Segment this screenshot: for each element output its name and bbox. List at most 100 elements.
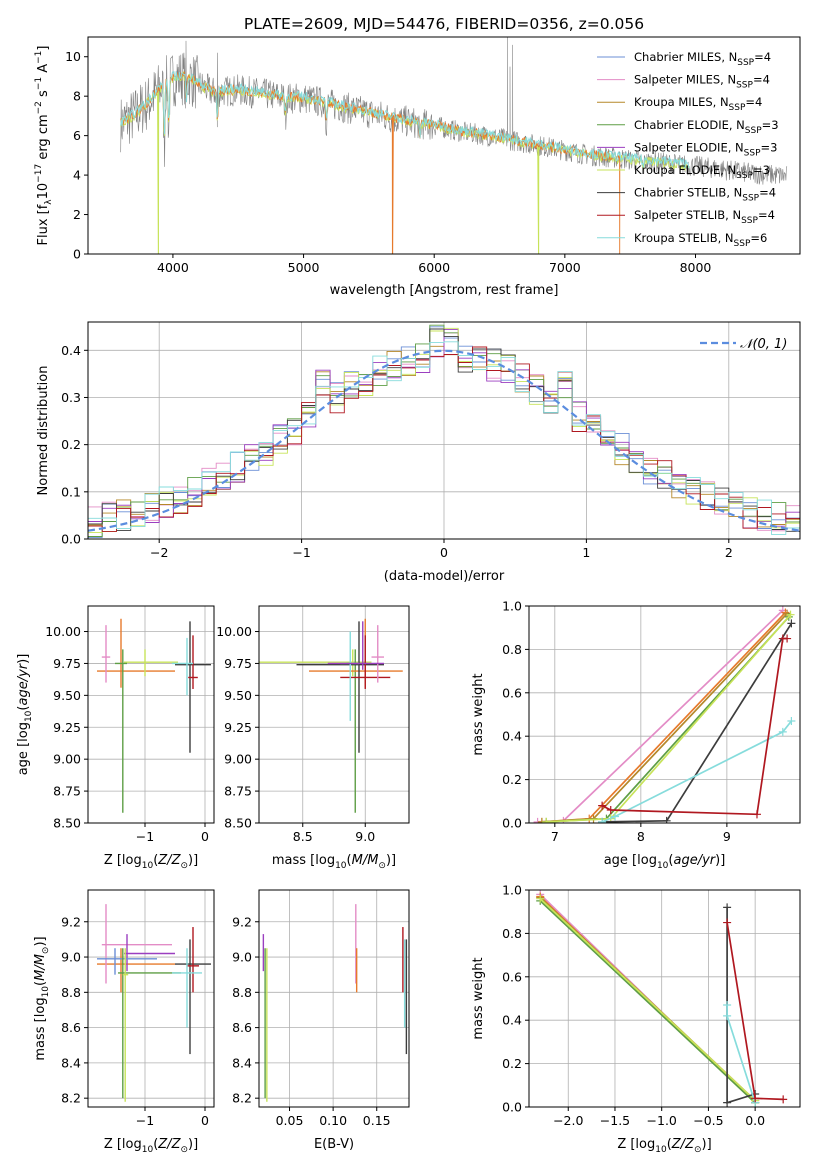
y-tick-label: 8.2 [61, 1091, 81, 1106]
y-tick-label: 0.6 [502, 969, 522, 984]
panel-mass-vs-EBV: 0.05 0.10 0.15 8.2 8.4 8.6 8.8 9.0 9.2 E(B-V) [232, 890, 409, 1152]
y-tick-label: 9.0 [232, 950, 252, 965]
series-marker [723, 1012, 731, 1020]
x-tick-label: −1.0 [647, 1113, 677, 1128]
x-tick-label: 6000 [418, 260, 450, 275]
y-tick-label: 8.8 [61, 985, 81, 1000]
x-axis-label: Z [log10(Z/Z⊙)] [617, 1137, 711, 1155]
y-tick-label: 0.1 [61, 484, 81, 499]
y-tick-label: 4 [73, 168, 81, 183]
y-tick-label: 10.00 [216, 624, 252, 639]
x-tick-label: 1 [582, 545, 590, 560]
y-tick-label: 9.75 [224, 656, 252, 671]
series-marker [723, 1001, 731, 1009]
y-tick-label: 0.2 [502, 1056, 522, 1071]
axes-frame [259, 890, 409, 1107]
y-tick-label: 0.8 [502, 926, 522, 941]
y-tick-label: 8.8 [232, 985, 252, 1000]
y-axis-label: Normed distribution [36, 366, 51, 496]
plot-area [88, 606, 214, 823]
x-tick-label: −1 [136, 1113, 154, 1128]
panel-mass-vs-Z: −1 08.28.48.68.89.09.2mass [log10(M/M⊙)]Z… [33, 890, 214, 1155]
series-marker [723, 919, 731, 927]
plot-area [529, 890, 800, 1107]
series-marker [753, 810, 761, 818]
y-axis-label: Flux [fλ10−17 erg cm−2 s−1 A−1] [34, 46, 54, 246]
x-tick-label: 0.10 [319, 1113, 347, 1128]
x-tick-label: 0 [440, 545, 448, 560]
series-marker [723, 903, 731, 911]
y-tick-label: 8.50 [53, 816, 81, 831]
x-tick-label: −2.0 [553, 1113, 583, 1128]
x-tick-label: −1 [136, 829, 154, 844]
figure-title: PLATE=2609, MJD=54476, FIBERID=0356, z=0… [244, 15, 644, 33]
plot-area [88, 890, 214, 1107]
x-axis-label: mass [log10(M/M⊙)] [272, 853, 396, 871]
x-tick-label: −1 [292, 545, 310, 560]
x-axis-label: wavelength [Angstrom, rest frame] [330, 283, 559, 298]
y-tick-label: 1.0 [502, 883, 522, 898]
x-axis-label: E(B-V) [314, 1137, 354, 1152]
y-tick-label: 0.4 [502, 729, 522, 744]
y-tick-label: 0.0 [61, 532, 81, 547]
series-line [540, 901, 755, 1103]
y-tick-label: 9.50 [224, 688, 252, 703]
y-tick-label: 9.00 [224, 752, 252, 767]
x-tick-label: 0.15 [363, 1113, 391, 1128]
legend-label: Salpeter MILES, NSSP=4 [634, 73, 770, 91]
series-line [538, 610, 783, 822]
y-tick-label: 0.2 [61, 437, 81, 452]
x-tick-label: 8000 [680, 260, 712, 275]
y-tick-label: 9.2 [61, 914, 81, 929]
x-tick-label: 8.5 [293, 829, 313, 844]
panel-massweight-vs-age: 7 8 90.00.20.40.60.81.0mass weightage [log… [471, 599, 800, 872]
x-tick-label: 9.0 [355, 829, 375, 844]
legend-label: Chabrier ELODIE, NSSP=3 [634, 118, 779, 136]
panel-massweight-vs-Z: −2.0 −1.5 −1.0 −0.5 0.0 0.0 0.2 0.4 0.6 0.8 1.0 mas… [471, 883, 800, 1156]
y-tick-label: 0 [73, 247, 81, 262]
y-tick-label: 8.2 [232, 1091, 252, 1106]
legend-label: Chabrier STELIB, NSSP=4 [634, 186, 776, 204]
y-tick-label: 8.50 [224, 816, 252, 831]
y-tick-label: 0.8 [502, 642, 522, 657]
y-axis-label: age [log10(age/yr)] [16, 654, 34, 776]
legend-label: Kroupa MILES, NSSP=4 [634, 95, 762, 113]
series-marker [542, 818, 550, 826]
axes-frame [259, 606, 409, 823]
y-tick-label: 8.6 [232, 1020, 252, 1035]
y-tick-label: 9.0 [61, 950, 81, 965]
x-tick-label: −2 [150, 545, 168, 560]
y-tick-label: 8.75 [53, 784, 81, 799]
x-axis-label: Z [log10(Z/Z⊙)] [104, 1137, 198, 1155]
panel-residuals: −2 −1 0 1 20.00.10.20.30.4 𝒩(0, 1)Normed dist… [36, 322, 800, 584]
y-tick-label: 0.6 [502, 685, 522, 700]
axes-frame [529, 606, 800, 823]
series-marker [723, 1099, 731, 1107]
y-axis-label: mass weight [471, 673, 486, 755]
y-tick-label: 0.2 [502, 772, 522, 787]
x-tick-label: 8 [637, 829, 645, 844]
y-tick-label: 2 [73, 207, 81, 222]
y-tick-label: 0.0 [502, 816, 522, 831]
plot-area [529, 606, 800, 826]
x-tick-label: 4000 [157, 260, 189, 275]
series-line [540, 899, 755, 1101]
panel-spectrum: 4000 5000 6000 7000 8000 0 2 4 6 8 10 Chabrier MILE… [34, 37, 800, 298]
series-marker [607, 806, 615, 814]
x-tick-label: −0.5 [693, 1113, 723, 1128]
y-tick-label: 0.3 [61, 390, 81, 405]
y-axis-label: mass [log10(M/M⊙)] [33, 936, 51, 1060]
x-tick-label: 7 [551, 829, 559, 844]
x-axis-label: age [log10(age/yr)] [604, 853, 726, 871]
x-tick-label: 0.0 [745, 1113, 765, 1128]
y-tick-label: 0.0 [502, 1100, 522, 1115]
y-tick-label: 10 [65, 49, 81, 64]
y-tick-label: 8.75 [224, 784, 252, 799]
x-tick-label: 0.05 [276, 1113, 304, 1128]
y-axis-label: mass weight [471, 957, 486, 1039]
legend-label: 𝒩(0, 1) [740, 337, 787, 352]
x-tick-label: 9 [723, 829, 731, 844]
x-tick-label: 0 [201, 829, 209, 844]
x-tick-label: −1.5 [600, 1113, 630, 1128]
y-tick-label: 8.4 [61, 1055, 81, 1070]
